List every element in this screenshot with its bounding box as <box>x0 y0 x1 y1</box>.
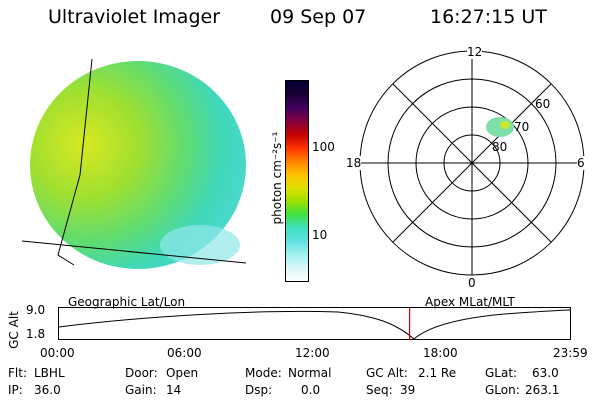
glat-value: 63.0 <box>532 366 559 380</box>
polar-label-0: 0 <box>468 276 476 290</box>
color-bar-gradient <box>286 81 308 281</box>
ip-value: 36.0 <box>34 383 61 397</box>
colorbar-tick-100: 100 <box>312 140 335 154</box>
color-bar <box>285 80 309 282</box>
geographic-image <box>21 58 247 269</box>
plot-frame <box>58 307 571 340</box>
glat-label: GLat: <box>485 366 518 380</box>
xtick-2359: 23:59 <box>553 346 588 360</box>
image-date: 09 Sep 07 <box>270 6 367 28</box>
auroral-patch <box>486 117 514 137</box>
dsp-label: Dsp: <box>245 383 273 397</box>
gc-alt-curve <box>58 309 571 340</box>
glon-value: 263.1 <box>525 383 560 397</box>
gain-value: 14 <box>166 383 182 397</box>
earth-disk <box>30 61 246 269</box>
polar-axis-diagonal-2 <box>392 83 552 243</box>
latitude-line <box>21 240 247 264</box>
xtick-1200: 12:00 <box>295 346 330 360</box>
polar-ring-label-60: 60 <box>535 97 551 111</box>
gain-label: Gain: <box>125 383 157 397</box>
apex-caption: Apex MLat/MLT <box>425 295 515 309</box>
auroral-patch-core <box>500 121 510 129</box>
flt-label: Flt: <box>8 366 27 380</box>
mode-label: Mode: <box>245 366 282 380</box>
xtick-1800: 18:00 <box>423 346 458 360</box>
gc-alt-ylabel: GC Alt <box>7 311 21 349</box>
dsp-value: 0.0 <box>301 383 321 397</box>
image-time: 16:27:15 UT <box>430 6 547 28</box>
gcalt-value: 2.1 Re <box>418 366 457 380</box>
polar-ring-label-70: 70 <box>514 120 530 134</box>
colorbar-tick-10: 10 <box>312 228 328 242</box>
ip-label: IP: <box>8 383 23 397</box>
xtick-0600: 06:00 <box>167 346 202 360</box>
xtick-0000: 00:00 <box>40 346 75 360</box>
polar-label-6: 6 <box>577 156 585 170</box>
geographic-caption: Geographic Lat/Lon <box>68 295 186 309</box>
ytick-1-8: 1.8 <box>26 327 46 341</box>
low-brightness-region <box>160 225 240 265</box>
longitude-line <box>57 58 93 266</box>
gc-alt-plot <box>58 307 571 340</box>
glon-label: GLon: <box>485 383 520 397</box>
flt-value: LBHL <box>34 366 65 380</box>
instrument-title: Ultraviolet Imager <box>48 6 221 28</box>
ytick-9: 9.0 <box>26 303 46 317</box>
colorbar-label: photon cm⁻²s⁻¹ <box>270 131 284 225</box>
polar-label-12: 12 <box>467 45 483 59</box>
gcalt-label: GC Alt: <box>366 366 408 380</box>
door-label: Door: <box>125 366 158 380</box>
seq-value: 39 <box>400 383 416 397</box>
seq-label: Seq: <box>366 383 393 397</box>
door-value: Open <box>166 366 199 380</box>
polar-ring-label-80: 80 <box>492 140 508 154</box>
mode-value: Normal <box>288 366 332 380</box>
polar-plot <box>359 50 585 276</box>
polar-label-18: 18 <box>346 156 362 170</box>
